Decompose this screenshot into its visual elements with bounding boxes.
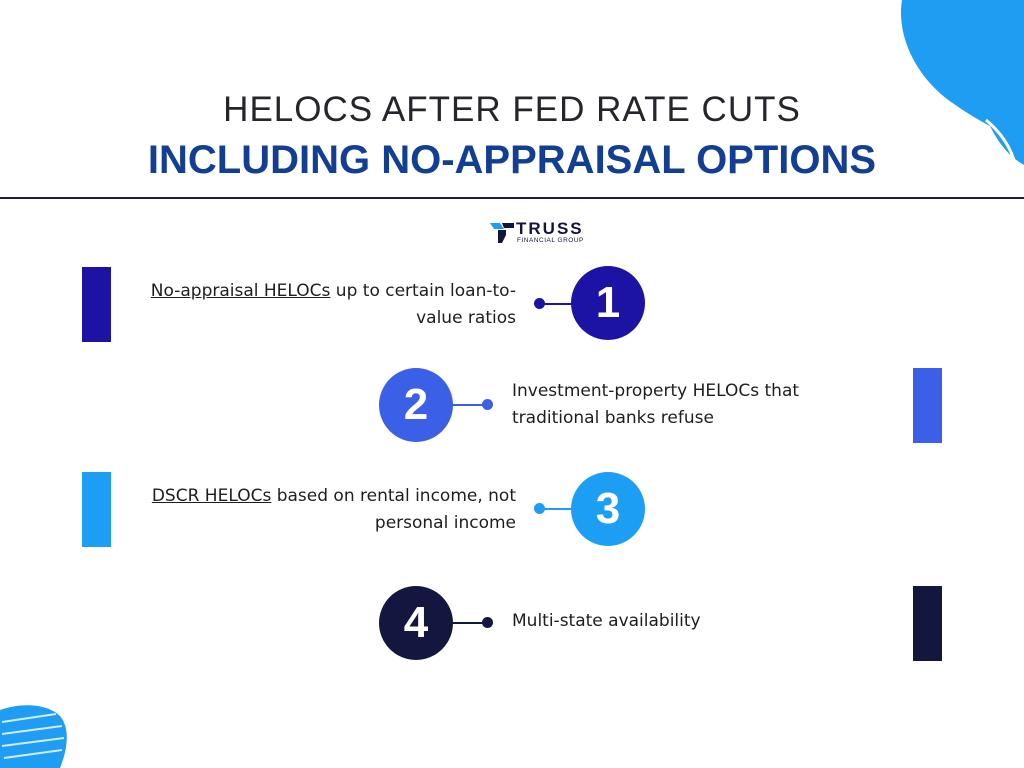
item-link[interactable]: No-appraisal HELOCs xyxy=(150,281,331,301)
item-link[interactable]: DSCR HELOCs xyxy=(151,486,272,506)
item-text: DSCR HELOCs based on rental income, not … xyxy=(151,486,516,533)
connector-dot xyxy=(534,503,545,514)
item-text: Investment-property HELOCs that traditio… xyxy=(512,381,800,428)
item-text: No-appraisal HELOCs up to certain loan-t… xyxy=(150,281,516,328)
connector-line xyxy=(540,508,572,510)
step-number-circle: 4 xyxy=(379,586,453,660)
step-number-circle: 2 xyxy=(379,368,453,442)
connector-line xyxy=(452,622,486,624)
connector-line xyxy=(540,303,572,305)
connector-dot xyxy=(482,399,493,410)
accent-bar xyxy=(913,586,942,661)
accent-bar xyxy=(82,472,111,547)
corner-wave-decoration xyxy=(901,0,1024,165)
logo-name: TRUSS xyxy=(516,219,584,238)
company-logo: TRUSS FINANCIAL GROUP xyxy=(490,219,620,245)
accent-bar xyxy=(913,368,942,443)
logo-mark-icon xyxy=(490,223,514,243)
title-divider xyxy=(0,197,1024,199)
item-text: Multi-state availability xyxy=(512,611,701,631)
accent-bar xyxy=(82,267,111,342)
corner-wave-decoration-bottom xyxy=(0,705,67,768)
connector-line xyxy=(452,404,486,406)
connector-dot xyxy=(534,298,545,309)
page-title: HELOCS AFTER FED RATE CUTS xyxy=(223,90,801,129)
logo-subtitle: FINANCIAL GROUP xyxy=(517,237,584,244)
page-subtitle: INCLUDING NO-APPRAISAL OPTIONS xyxy=(147,138,877,182)
connector-dot xyxy=(482,617,493,628)
step-number-circle: 1 xyxy=(571,266,645,340)
step-number-circle: 3 xyxy=(571,472,645,546)
